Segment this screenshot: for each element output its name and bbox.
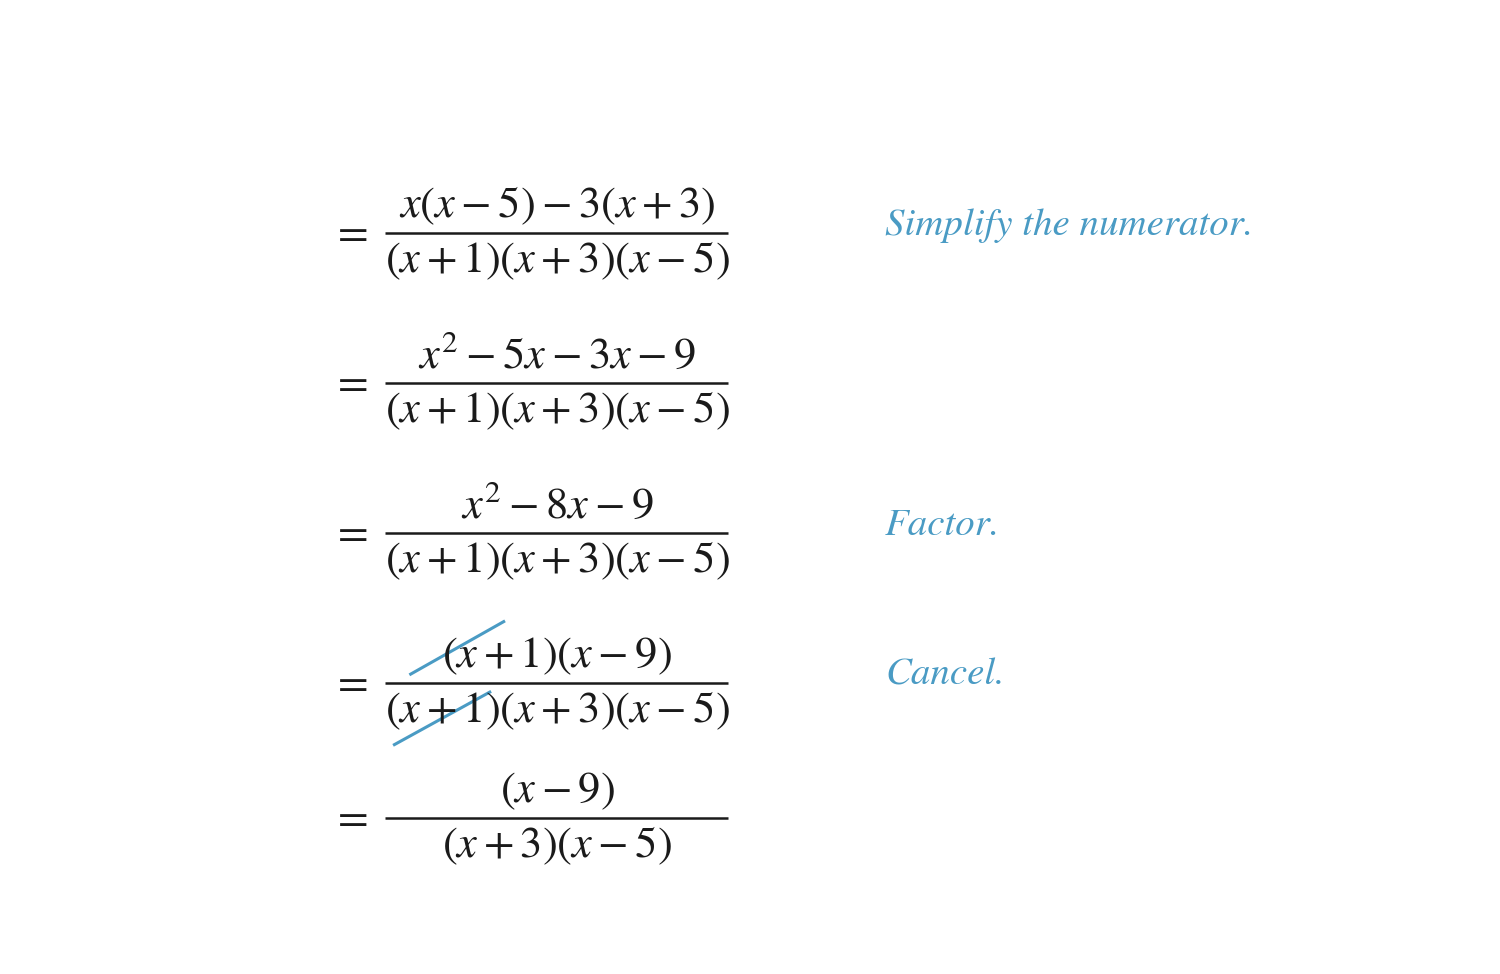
Text: $(x+1)(x+3)(x-5)$: $(x+1)(x+3)(x-5)$ [384,390,729,431]
Text: $(x-9)$: $(x-9)$ [500,770,615,812]
Text: Cancel.: Cancel. [885,658,1005,693]
Text: $=$: $=$ [332,799,368,838]
Text: $(x+1)(x+3)(x-5)$: $(x+1)(x+3)(x-5)$ [384,690,729,731]
Text: $=$: $=$ [332,213,368,252]
Text: $=$: $=$ [332,513,368,552]
Text: $(x+1)(x+3)(x-5)$: $(x+1)(x+3)(x-5)$ [384,240,729,281]
Text: Factor.: Factor. [885,508,1001,543]
Text: $=$: $=$ [332,363,368,402]
Text: $(x+3)(x-5)$: $(x+3)(x-5)$ [442,824,672,867]
Text: $x(x-5)-3(x+3)$: $x(x-5)-3(x+3)$ [399,185,716,227]
Text: $x^2-5x-3x-9$: $x^2-5x-3x-9$ [419,336,696,377]
Text: $(x+1)(x-9)$: $(x+1)(x-9)$ [442,636,672,677]
Text: $(x+1)(x+3)(x-5)$: $(x+1)(x+3)(x-5)$ [384,540,729,581]
Text: $=$: $=$ [332,663,368,702]
Text: Simplify the numerator.: Simplify the numerator. [885,208,1254,243]
Text: $x^2-8x-9$: $x^2-8x-9$ [460,486,654,527]
